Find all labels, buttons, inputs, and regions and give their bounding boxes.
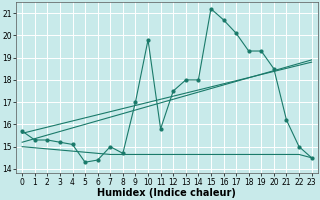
X-axis label: Humidex (Indice chaleur): Humidex (Indice chaleur) <box>98 188 236 198</box>
